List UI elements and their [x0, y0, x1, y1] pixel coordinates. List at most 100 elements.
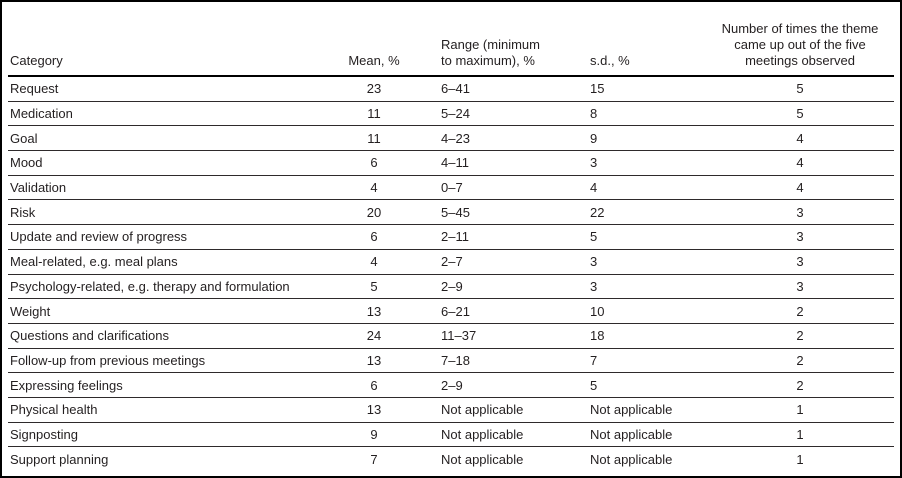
table-cell: 11 — [367, 130, 381, 146]
table-cell: 11–37 — [441, 328, 477, 344]
table-cell: 4 — [796, 155, 804, 171]
table-cell: Weight — [10, 303, 51, 319]
table-cell: 3 — [590, 278, 598, 294]
table-cell: 2 — [796, 328, 804, 344]
table-cell: 1 — [796, 426, 804, 442]
table-cell: Signposting — [10, 426, 78, 442]
table-cell: 4–11 — [441, 155, 469, 171]
table-row: Validation 4 0–7 4 4 — [8, 176, 894, 201]
table-cell: 3 — [796, 229, 804, 245]
table-cell: Not applicable — [441, 452, 524, 468]
table-row: Risk 20 5–45 22 3 — [8, 200, 894, 226]
table-cell: 5 — [590, 229, 598, 245]
table-cell: 5–24 — [441, 106, 470, 122]
table-cell: 6 — [370, 155, 378, 171]
table-cell: 6 — [370, 229, 378, 245]
table-cell: 2–9 — [441, 278, 463, 294]
table-cell: Risk — [10, 204, 36, 220]
table-cell: 3 — [796, 204, 804, 220]
table-cell: 2 — [796, 377, 804, 393]
table-cell: Medication — [10, 106, 73, 122]
table-header-row: Category Mean, % Range (minimum to maxim… — [8, 2, 894, 77]
table-cell: 13 — [366, 402, 382, 418]
table-row: Physical health 13 Not applicable Not appli… — [8, 398, 894, 423]
column-header-range: Range (minimum to maximum), % — [441, 37, 540, 68]
table-cell: 3 — [796, 254, 804, 270]
table-row: Update and review of progress 6 2–11 5 3 — [8, 225, 894, 250]
table-cell: Not applicable — [590, 426, 673, 442]
table-cell: 8 — [590, 106, 598, 122]
table-cell: Not applicable — [590, 402, 673, 418]
table-cell: 6–41 — [441, 81, 470, 97]
table-cell: 24 — [366, 328, 382, 344]
table-cell: 4 — [370, 180, 378, 196]
table-row: Weight 13 6–21 10 2 — [8, 299, 894, 324]
table-cell: Questions and clarifications — [10, 328, 169, 344]
table-cell: 2–9 — [441, 377, 463, 393]
table-cell: 1 — [796, 452, 804, 468]
table-cell: 2 — [796, 303, 804, 319]
table-cell: 5–45 — [441, 204, 470, 220]
table-cell: Request — [10, 81, 59, 97]
table-cell: 2–7 — [441, 254, 463, 270]
table-row: Support planning 7 Not applicable Not appli… — [8, 447, 894, 472]
table-cell: 22 — [590, 204, 605, 220]
table-cell: 13 — [366, 352, 382, 368]
table-cell: 11 — [367, 106, 381, 122]
table-row: Signposting 9 Not applicable Not applicable… — [8, 423, 894, 448]
table-row: Meal-related, e.g. meal plans 4 2–7 3 3 — [8, 250, 894, 275]
table-cell: 9 — [370, 426, 378, 442]
table-cell: 4 — [796, 180, 804, 196]
table-row: Goal 11 4–23 9 4 — [8, 126, 894, 152]
table-cell: 10 — [590, 303, 605, 319]
table-cell: 13 — [366, 303, 382, 319]
table-cell: 4 — [370, 254, 378, 270]
table-cell: 4 — [590, 180, 598, 196]
table-cell: 4 — [796, 130, 804, 146]
table-row: Mood 6 4–11 3 4 — [8, 151, 894, 176]
table-cell: 5 — [370, 278, 378, 294]
table-cell: 1 — [796, 402, 804, 418]
table-cell: 7 — [590, 352, 598, 368]
table-row: Medication 11 5–24 8 5 — [8, 102, 894, 127]
table-body: Request 23 6–41 15 5 Medication 11 5–24 8 5 Goal 11… — [8, 77, 894, 472]
table-cell: 18 — [590, 328, 605, 344]
table-cell: 5 — [796, 106, 804, 122]
column-header-mean: Mean, % — [348, 53, 400, 68]
table-cell: 2–11 — [441, 229, 469, 245]
column-header-sd: s.d., % — [590, 53, 630, 68]
table-cell: Not applicable — [441, 402, 524, 418]
table-cell: 9 — [590, 130, 598, 146]
table-row: Psychology-related, e.g. therapy and for… — [8, 275, 894, 300]
table-cell: 6–21 — [441, 303, 470, 319]
table-cell: 0–7 — [441, 180, 463, 196]
table-cell: Meal-related, e.g. meal plans — [10, 254, 178, 270]
column-header-category: Category — [10, 53, 63, 68]
table-row: Questions and clarifications 24 11–37 18 2 — [8, 324, 894, 349]
table-cell: Not applicable — [590, 452, 673, 468]
table-cell: Mood — [10, 155, 43, 171]
table-cell: 23 — [366, 81, 382, 97]
table-cell: Follow-up from previous meetings — [10, 352, 206, 368]
table-cell: 4–23 — [441, 130, 470, 146]
table-cell: Validation — [10, 180, 67, 196]
table-row: Expressing feelings 6 2–9 5 2 — [8, 373, 894, 398]
table-cell: 15 — [590, 81, 605, 97]
table-cell: 5 — [590, 377, 598, 393]
table-cell: Not applicable — [441, 426, 524, 442]
table-cell: 6 — [370, 377, 378, 393]
table-cell: 3 — [796, 278, 804, 294]
table-cell: Goal — [10, 130, 38, 146]
table-cell: 2 — [796, 352, 804, 368]
table-cell: Physical health — [10, 402, 98, 418]
table-row: Follow-up from previous meetings 13 7–18 7 2 — [8, 349, 894, 374]
table-cell: 3 — [590, 254, 598, 270]
table-cell: 7–18 — [441, 352, 470, 368]
table-row: Request 23 6–41 15 5 — [8, 77, 894, 102]
table-cell: 5 — [796, 81, 804, 97]
table-cell: 20 — [366, 204, 382, 220]
table-cell: Expressing feelings — [10, 377, 123, 393]
column-header-meeting-count: Number of times the theme came up out of… — [721, 21, 879, 68]
table-cell: Psychology-related, e.g. therapy and for… — [10, 278, 290, 294]
